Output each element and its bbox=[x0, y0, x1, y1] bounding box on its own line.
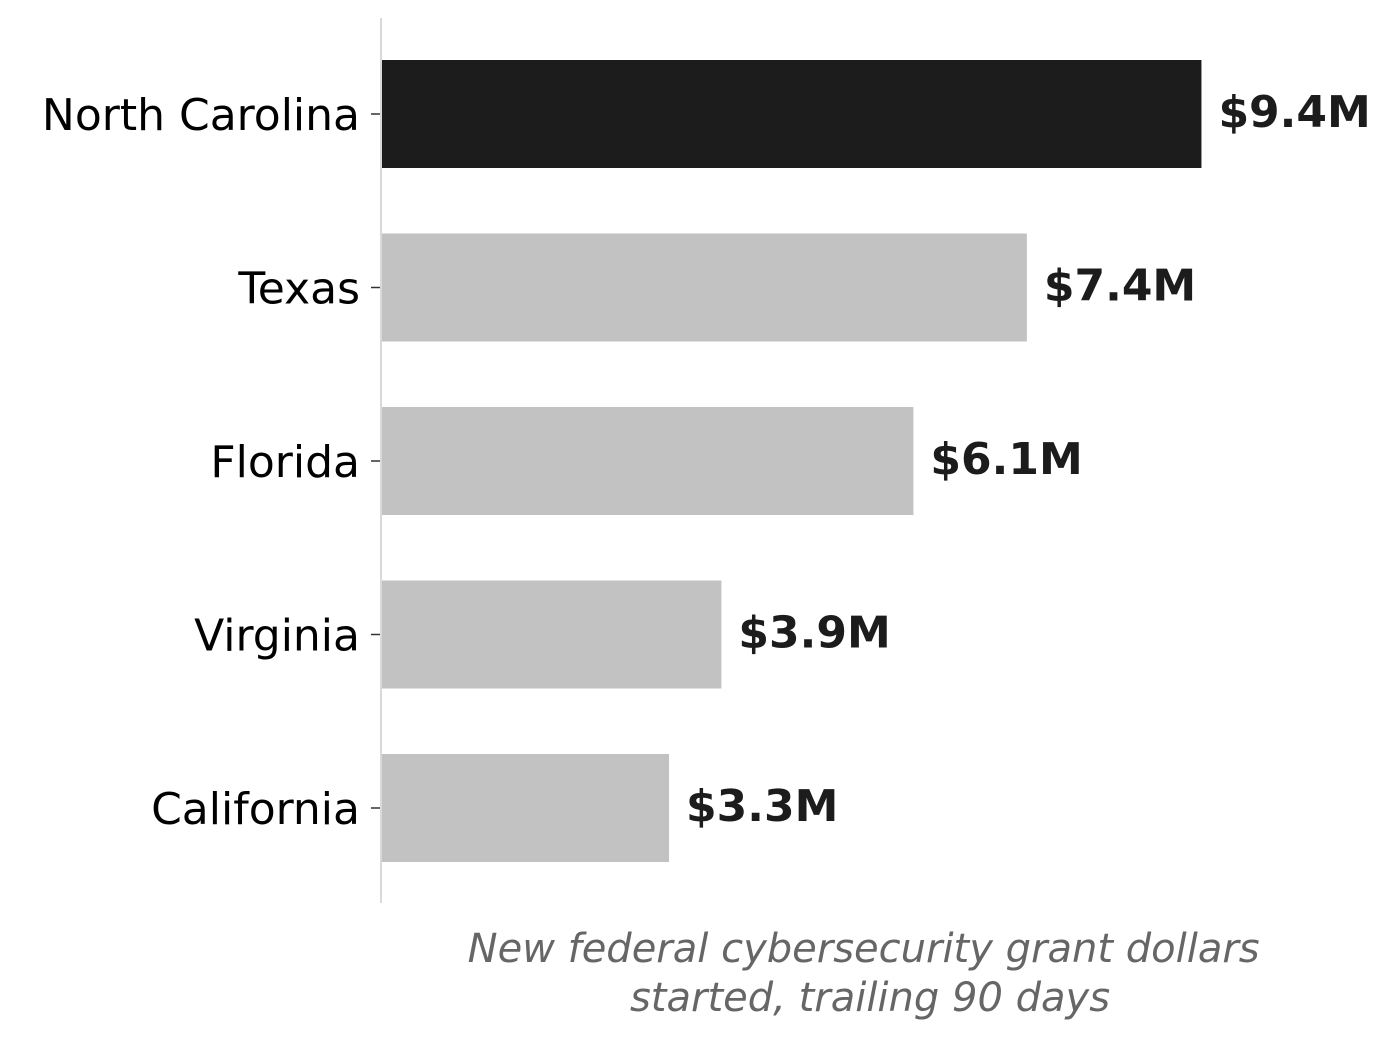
bar-north-carolina bbox=[381, 60, 1202, 168]
x-axis-label-line-2: started, trailing 90 days bbox=[630, 975, 1110, 1021]
category-label: Texas bbox=[237, 264, 360, 315]
value-label: $9.4M bbox=[1218, 87, 1370, 138]
bar-florida bbox=[381, 407, 914, 515]
value-label: $6.1M bbox=[930, 434, 1082, 485]
bars-group bbox=[381, 60, 1202, 862]
category-label: Florida bbox=[210, 437, 360, 488]
y-ticks-group bbox=[371, 113, 381, 809]
category-label: Virginia bbox=[194, 611, 360, 662]
x-axis-label-line-1: New federal cybersecurity grant dollars bbox=[468, 926, 1260, 972]
value-label: $7.4M bbox=[1044, 261, 1196, 312]
x-axis-label: New federal cybersecurity grant dollars … bbox=[468, 926, 1273, 1021]
category-label: North Carolina bbox=[42, 90, 360, 141]
value-label: $3.9M bbox=[738, 608, 890, 659]
bar-texas bbox=[381, 233, 1027, 342]
value-label: $3.3M bbox=[686, 781, 838, 832]
bar-california bbox=[381, 754, 670, 862]
category-labels-group: North Carolina Texas Florida Virginia Califo… bbox=[42, 90, 360, 835]
bar-virginia bbox=[381, 580, 722, 689]
value-labels-group: $9.4M $7.4M $6.1M $3.9M $3.3M bbox=[686, 87, 1371, 832]
category-label: California bbox=[151, 784, 360, 835]
